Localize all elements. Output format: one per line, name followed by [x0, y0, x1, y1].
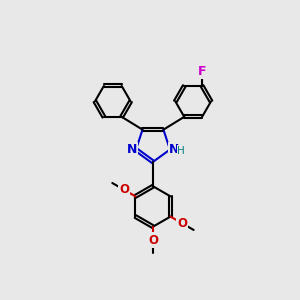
Text: N: N: [127, 143, 137, 156]
Text: O: O: [177, 217, 187, 230]
Text: N: N: [169, 143, 179, 156]
Text: O: O: [148, 234, 158, 247]
Text: H: H: [177, 146, 185, 156]
Text: F: F: [198, 65, 206, 78]
Text: O: O: [119, 183, 129, 196]
